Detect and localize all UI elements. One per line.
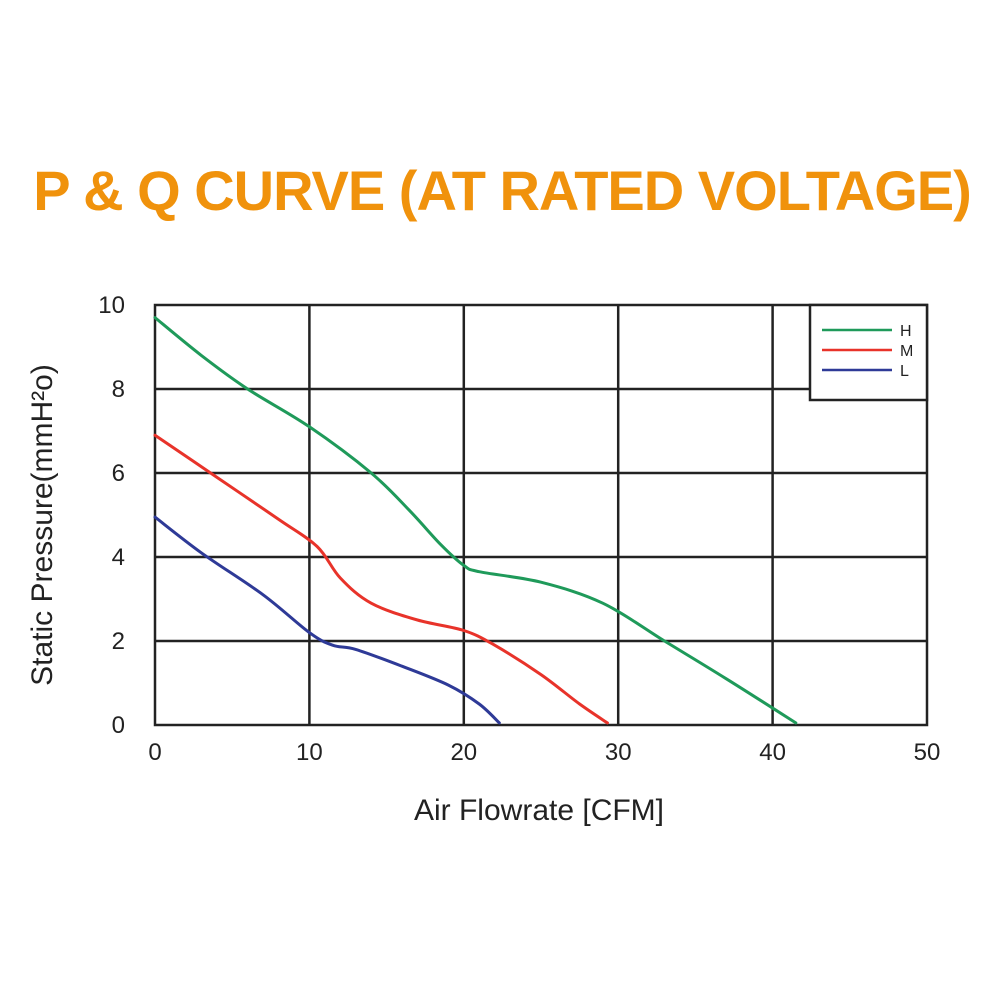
grid-lines: [155, 305, 927, 725]
y-tick-label: 6: [112, 460, 125, 487]
x-tick-label: 10: [296, 739, 323, 766]
legend-label-h: H: [900, 323, 912, 340]
x-tick-label: 0: [148, 739, 161, 766]
y-tick-label: 8: [112, 376, 125, 403]
series-layer: [153, 316, 798, 725]
y-tick-label: 4: [112, 544, 125, 571]
x-tick-label: 40: [759, 739, 786, 766]
plot-frame: [153, 303, 929, 727]
chart-title: P & Q CURVE (AT RATED VOLTAGE): [33, 159, 972, 222]
legend-box: [808, 303, 929, 402]
x-axis-label: Air Flowrate [CFM]: [414, 794, 664, 827]
x-tick-labels: 0 10 20 30 40 50: [148, 739, 940, 766]
x-tick-label: 20: [450, 739, 477, 766]
x-tick-label: 30: [605, 739, 632, 766]
legend: HML: [808, 303, 929, 402]
x-tick-label: 50: [914, 739, 941, 766]
legend-label-l: L: [900, 363, 909, 380]
y-tick-label: 0: [112, 712, 125, 739]
y-tick-label: 2: [112, 628, 125, 655]
series-line-l: [153, 515, 501, 725]
y-tick-labels: 0 2 4 6 8 10: [98, 292, 125, 739]
legend-label-m: M: [900, 343, 913, 360]
series-line-h: [153, 316, 798, 725]
y-axis-label: Static Pressure(mmH²o): [26, 364, 59, 686]
y-tick-label: 10: [98, 292, 125, 319]
series-line-m: [153, 433, 609, 725]
